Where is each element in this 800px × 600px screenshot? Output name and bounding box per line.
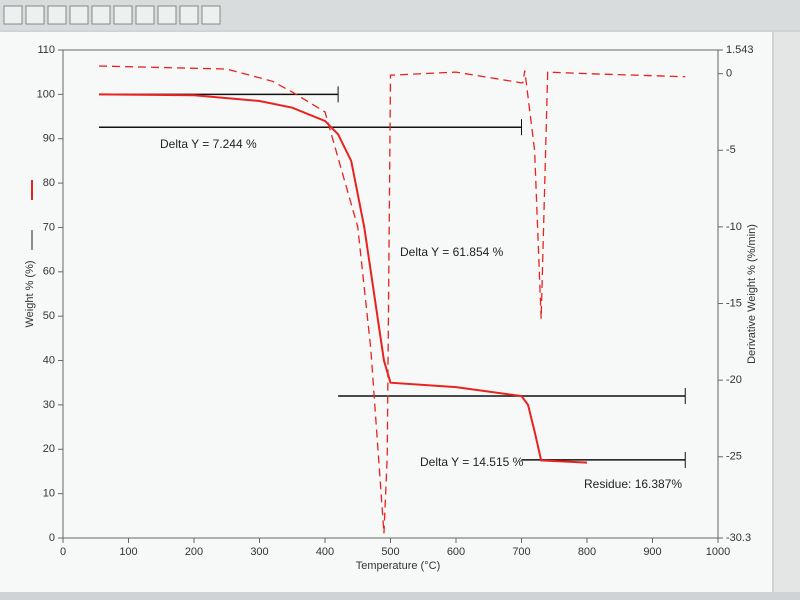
y2-tick-label: -30.3 [726,532,751,544]
x-tick-label: 500 [381,546,399,558]
side-panel [774,32,800,592]
y2-tick-label: 1.543 [726,44,754,56]
y2-tick-label: -15 [726,297,742,309]
x-tick-label: 100 [119,546,137,558]
y2-tick-label: -25 [726,451,742,463]
y2-tick-label: -20 [726,374,742,386]
annotation: Residue: 16.387% [584,477,682,491]
y2-tick-label: -5 [726,144,736,156]
y-axis-label: Weight % (%) [24,260,36,327]
y-tick-label: 50 [43,310,55,322]
y2-tick-label: -10 [726,221,742,233]
x-tick-label: 300 [250,546,268,558]
x-axis-label: Temperature (°C) [356,560,440,572]
series-line [99,65,686,534]
toolbar [0,0,800,30]
x-tick-label: 400 [316,546,334,558]
y-tick-label: 0 [49,532,55,544]
x-tick-label: 0 [60,546,66,558]
y2-axis-label: Derivative Weight % (%/min) [746,224,758,364]
annotation: Delta Y = 61.854 % [400,245,504,259]
annotation: Delta Y = 7.244 % [160,137,257,151]
x-tick-label: 800 [578,546,596,558]
y-tick-label: 10 [43,488,55,500]
y-tick-label: 70 [43,221,55,233]
chart-window [0,32,772,592]
y-tick-label: 40 [43,354,55,366]
y-tick-label: 80 [43,177,55,189]
y-tick-label: 60 [43,266,55,278]
x-tick-label: 200 [185,546,203,558]
toolbar-buttons[interactable] [3,5,221,25]
y-tick-label: 100 [37,88,55,100]
x-tick-label: 1000 [706,546,730,558]
x-tick-label: 900 [643,546,661,558]
y2-tick-label: 0 [726,68,732,80]
x-tick-label: 700 [512,546,530,558]
x-tick-label: 600 [447,546,465,558]
y-tick-label: 110 [37,44,55,56]
series-line [99,93,588,464]
annotation: Delta Y = 14.515 % [420,455,524,469]
y-tick-label: 20 [43,443,55,455]
y-tick-label: 90 [43,133,55,145]
y-tick-label: 30 [43,399,55,411]
